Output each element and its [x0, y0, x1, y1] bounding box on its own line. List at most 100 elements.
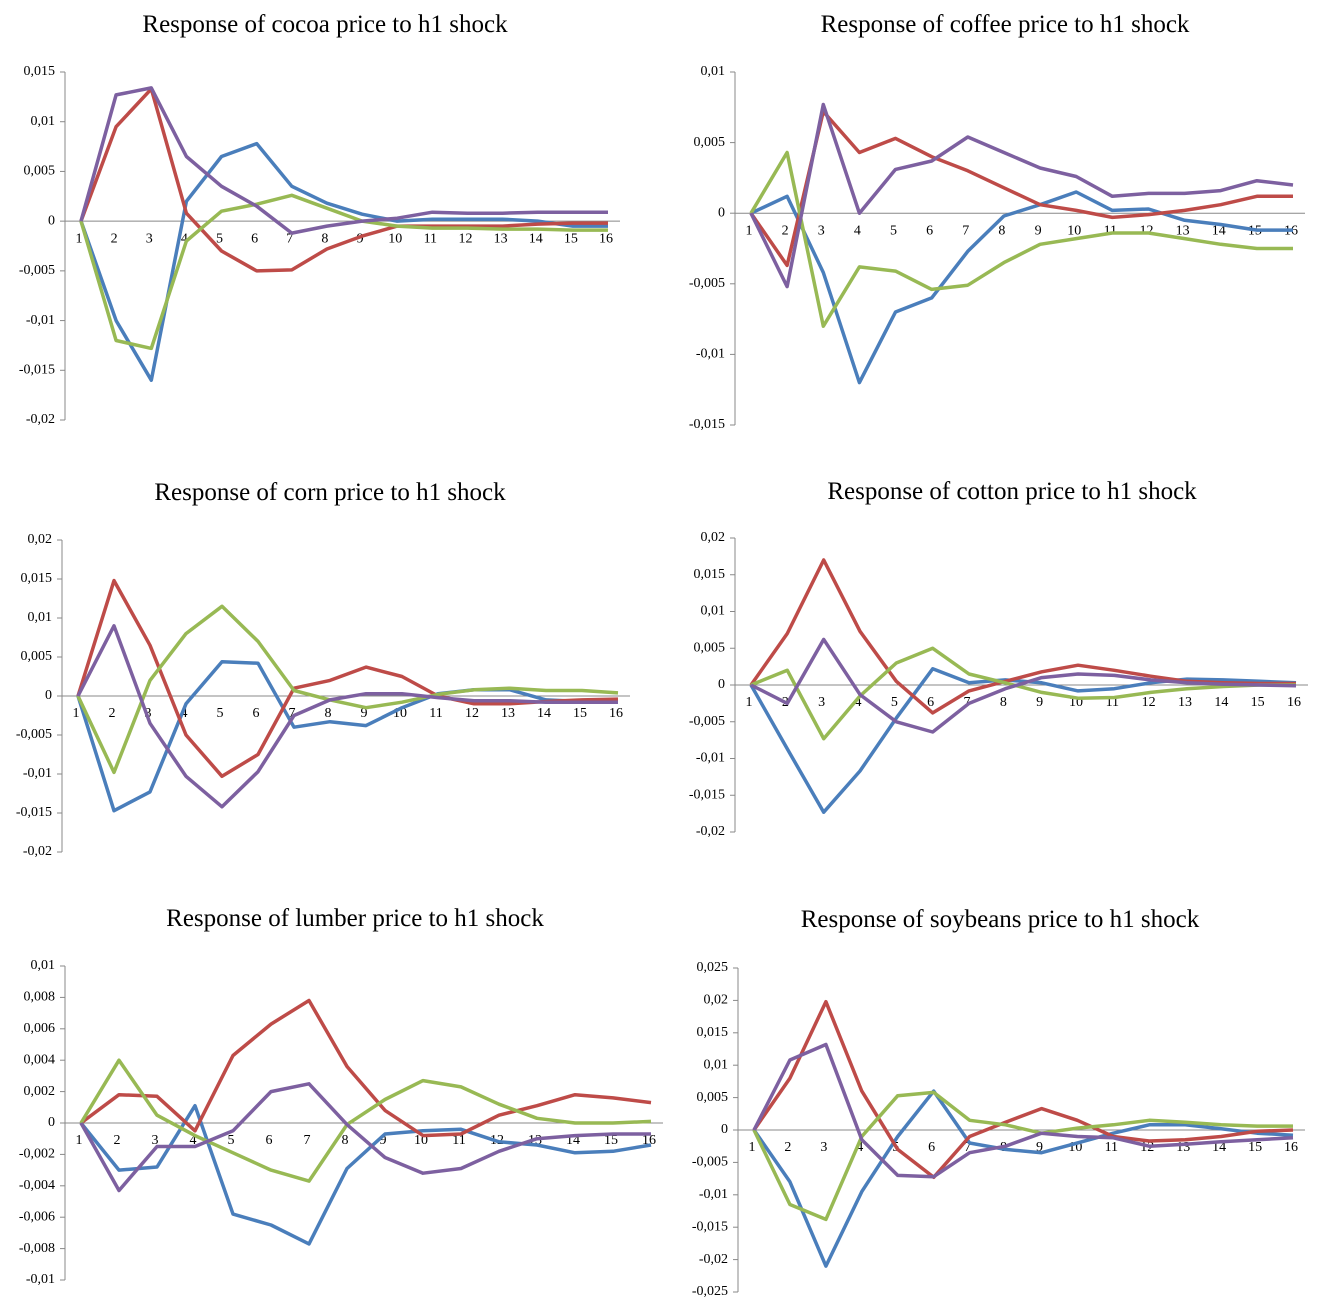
- y-tick-label: -0,005: [16, 727, 52, 742]
- x-tick-label: 11: [1104, 223, 1117, 238]
- x-tick-label: 8: [325, 706, 332, 721]
- x-tick-label: 9: [357, 231, 364, 246]
- series-line: [752, 1089, 1294, 1268]
- y-tick-label: -0,015: [689, 787, 725, 802]
- y-tick-label: -0,01: [26, 1272, 55, 1287]
- y-tick-label: 0,008: [24, 990, 56, 1005]
- x-tick-label: 15: [564, 231, 578, 246]
- x-tick-label: 14: [1214, 695, 1228, 710]
- y-tick-label: 0,01: [31, 958, 56, 973]
- x-tick-label: 13: [1178, 695, 1192, 710]
- x-tick-label: 10: [1067, 223, 1081, 238]
- x-tick-label: 2: [782, 223, 789, 238]
- series-line: [79, 998, 652, 1138]
- y-tick-label: 0,004: [24, 1052, 56, 1067]
- series-line: [749, 558, 1296, 715]
- x-tick-label: 12: [458, 231, 472, 246]
- y-tick-label: 0: [45, 688, 52, 703]
- x-tick-label: 7: [964, 1140, 971, 1155]
- x-tick-label: 3: [818, 695, 825, 710]
- y-tick-label: 0,006: [24, 1021, 56, 1036]
- series-line: [750, 646, 1296, 741]
- x-tick-label: 2: [111, 231, 118, 246]
- y-tick-label: 0,015: [694, 567, 726, 582]
- y-tick-label: -0,01: [696, 751, 725, 766]
- chart-title: Response of coffee price to h1 shock: [821, 11, 1190, 38]
- series-line: [76, 578, 619, 779]
- y-tick-label: -0,015: [19, 363, 55, 378]
- x-tick-label: 7: [286, 231, 293, 246]
- series-line: [79, 141, 608, 382]
- x-tick-label: 1: [746, 695, 753, 710]
- x-tick-label: 7: [964, 695, 971, 710]
- x-tick-label: 9: [1035, 223, 1042, 238]
- x-tick-label: 16: [599, 231, 613, 246]
- chart-title: Response of corn price to h1 shock: [154, 479, 506, 506]
- x-tick-label: 16: [1284, 1140, 1298, 1155]
- chart-panel: Response of cocoa price to h1 shock0,015…: [19, 11, 620, 427]
- x-tick-label: 9: [380, 1133, 387, 1148]
- x-tick-label: 15: [1248, 1140, 1262, 1155]
- y-tick-label: 0,005: [694, 135, 726, 150]
- y-tick-label: 0,02: [28, 532, 53, 547]
- y-tick-label: -0,01: [23, 766, 52, 781]
- x-tick-label: 6: [266, 1133, 273, 1148]
- y-tick-label: 0,015: [697, 1025, 729, 1040]
- y-tick-label: -0,025: [692, 1284, 728, 1299]
- y-tick-label: -0,005: [689, 276, 725, 291]
- y-tick-label: 0,005: [694, 640, 726, 655]
- series-line: [752, 999, 1294, 1180]
- chart-panel: Response of cotton price to h1 shock 0,02…: [689, 478, 1308, 839]
- y-tick-label: -0,015: [692, 1219, 728, 1234]
- x-tick-label: 11: [1105, 1140, 1118, 1155]
- series-line: [79, 1058, 652, 1183]
- x-tick-label: 5: [216, 231, 223, 246]
- y-tick-label: -0,002: [19, 1147, 55, 1162]
- x-tick-label: 15: [1251, 695, 1265, 710]
- x-tick-label: 16: [609, 706, 623, 721]
- x-tick-label: 8: [321, 231, 328, 246]
- y-tick-label: 0: [718, 677, 725, 692]
- series-line: [79, 87, 608, 273]
- x-tick-label: 5: [890, 223, 897, 238]
- series-line: [749, 109, 1293, 268]
- x-tick-label: 5: [228, 1133, 235, 1148]
- x-tick-label: 4: [856, 1140, 863, 1155]
- series-line: [76, 604, 619, 775]
- y-tick-label: 0,01: [701, 604, 726, 619]
- x-tick-label: 11: [452, 1133, 465, 1148]
- y-tick-label: 0,025: [697, 960, 729, 975]
- x-tick-label: 1: [76, 1133, 83, 1148]
- x-tick-label: 7: [304, 1133, 311, 1148]
- y-tick-label: 0,02: [701, 530, 726, 545]
- series-line: [749, 102, 1294, 289]
- x-tick-label: 13: [1176, 223, 1190, 238]
- series-line: [79, 1082, 651, 1193]
- y-tick-label: -0,01: [696, 347, 725, 362]
- series-line: [752, 1042, 1294, 1179]
- x-tick-label: 15: [573, 706, 587, 721]
- x-tick-label: 4: [181, 231, 188, 246]
- x-tick-label: 11: [429, 706, 442, 721]
- x-tick-label: 6: [928, 1140, 935, 1155]
- series-line: [750, 190, 1293, 385]
- x-tick-label: 3: [146, 231, 153, 246]
- y-tick-label: 0,005: [21, 649, 53, 664]
- y-tick-label: 0: [48, 1115, 55, 1130]
- y-tick-label: 0: [48, 213, 55, 228]
- x-tick-label: 1: [73, 706, 80, 721]
- x-tick-label: 2: [114, 1133, 121, 1148]
- series-line: [76, 624, 618, 809]
- x-tick-label: 7: [289, 706, 296, 721]
- x-tick-label: 4: [181, 706, 188, 721]
- y-tick-label: -0,02: [26, 412, 55, 427]
- y-tick-label: 0: [721, 1122, 728, 1137]
- series-line: [749, 150, 1293, 328]
- x-tick-label: 4: [190, 1133, 197, 1148]
- x-tick-label: 4: [854, 223, 861, 238]
- y-tick-label: 0,015: [21, 571, 53, 586]
- y-tick-label: 0,01: [701, 64, 726, 79]
- x-tick-label: 11: [424, 231, 437, 246]
- y-tick-label: 0,01: [28, 610, 53, 625]
- y-tick-label: 0,02: [704, 993, 729, 1008]
